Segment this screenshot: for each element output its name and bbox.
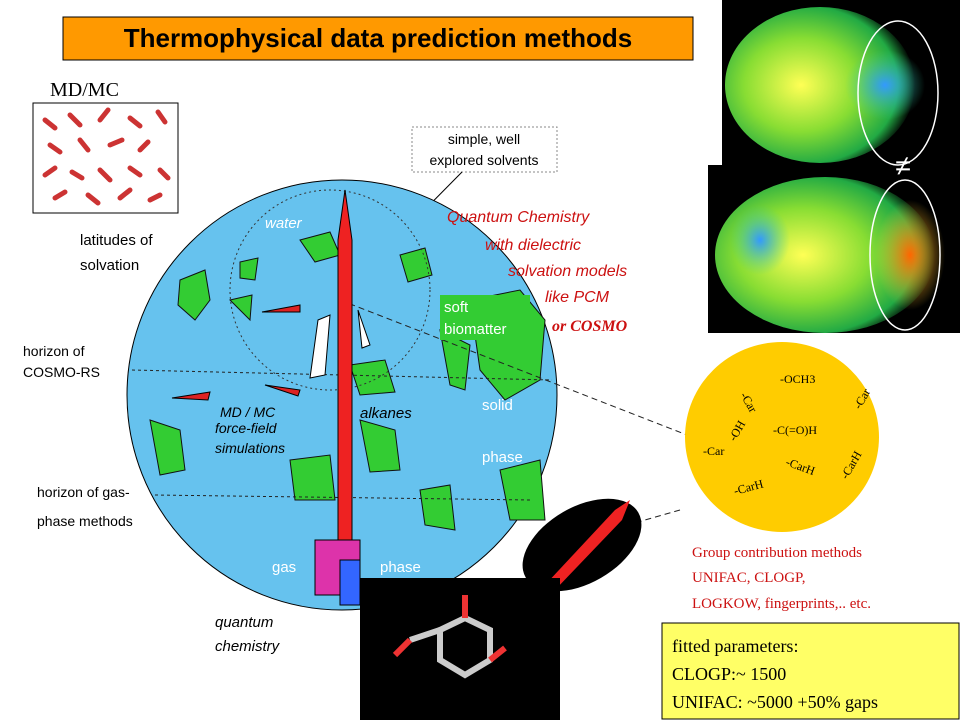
title-box	[62, 16, 694, 61]
note-box	[411, 126, 558, 173]
biomatter-box	[440, 295, 530, 340]
solid-label: phase	[482, 449, 523, 466]
latitudes-label: latitudes of	[80, 232, 153, 249]
gc-text: UNIFAC, CLOGP,	[692, 570, 806, 586]
rocket	[337, 189, 353, 571]
fitted-line: fitted parameters:	[672, 636, 798, 656]
small-rockets	[171, 304, 301, 401]
pointer	[339, 299, 701, 441]
quantum-note: with dielectric	[485, 237, 581, 254]
gc-text: LOGKOW, fingerprints,.. etc.	[692, 596, 871, 612]
qc-label: quantum	[215, 614, 273, 631]
esp-spot	[845, 50, 925, 120]
esp-spot	[730, 205, 790, 275]
gas-label: gas	[272, 559, 296, 576]
molecules	[42, 107, 171, 206]
qc-label: chemistry	[215, 638, 281, 655]
quantum-note: like PCM	[545, 289, 610, 306]
biomatter-label: soft	[444, 299, 469, 316]
quantum-note: solvation models	[508, 263, 627, 280]
gas-label: phase	[380, 559, 421, 576]
fitted-line: CLOGP:~ 1500	[672, 664, 786, 684]
buildings	[339, 559, 361, 606]
md-mc-label: MD/MC	[50, 79, 119, 101]
alkanes-label: alkanes	[360, 405, 412, 422]
force-field-label: simulations	[215, 440, 285, 456]
highlight-ring	[869, 179, 941, 331]
horizon-cosmo-label: COSMO-RS	[23, 364, 100, 380]
gc-text: Group contribution methods	[692, 545, 862, 561]
group-label: -C(=O)H	[773, 423, 817, 437]
quantum-note: Quantum Chemistry	[447, 209, 590, 226]
force-field-label: force-field	[215, 420, 278, 436]
water-label: water	[265, 215, 303, 232]
horizon-gas-label: horizon of gas-	[37, 484, 130, 500]
fitted-line: UNIFAC: ~5000 +50% gaps	[672, 692, 878, 712]
solid-label: solid	[482, 397, 513, 414]
group-label: -OCH3	[780, 372, 815, 386]
horizon-cosmo-label: horizon of	[23, 343, 85, 359]
title: Thermophysical data prediction methods	[124, 23, 633, 53]
fitted-box	[661, 622, 960, 720]
group-label: -Car	[703, 444, 724, 458]
note-line: explored solvents	[430, 152, 539, 168]
highlight-ring	[857, 20, 939, 166]
inner-horizon	[229, 189, 431, 391]
esp-spot	[875, 200, 945, 310]
molecule-image	[360, 578, 560, 720]
group-circle	[685, 342, 879, 532]
biomatter-label: biomatter	[444, 321, 507, 338]
rocket-icon	[545, 500, 630, 590]
note-line: simple, well	[448, 131, 520, 147]
molecule	[392, 595, 507, 679]
horizon-gas-label: phase methods	[37, 513, 133, 529]
not-equal: ≠	[895, 150, 910, 181]
quantum-note: or COSMO	[552, 318, 628, 335]
planes	[309, 309, 371, 379]
md-mc-globe: MD / MC	[220, 404, 276, 420]
latitudes-label: solvation	[80, 257, 139, 274]
